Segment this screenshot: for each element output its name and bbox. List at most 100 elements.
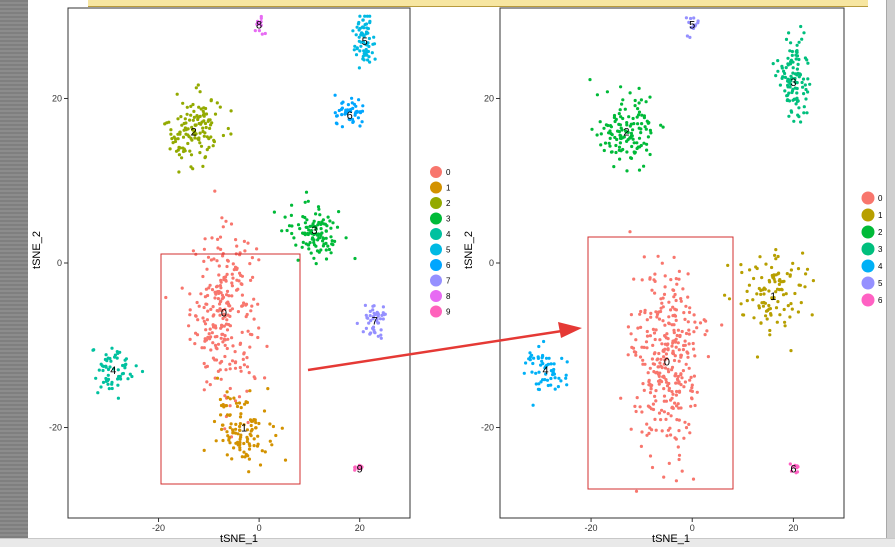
- cluster-7-point: [376, 334, 380, 338]
- cluster-1-point: [741, 313, 745, 317]
- cluster-0-point: [202, 388, 206, 392]
- cluster-7-point: [367, 321, 371, 325]
- legend-swatch: [861, 191, 875, 205]
- cluster-4-point: [112, 367, 116, 371]
- right-plot-panel: [499, 7, 845, 519]
- cluster-5-point: [367, 36, 371, 41]
- cluster-0-point: [213, 189, 217, 193]
- y-tick-label: -20: [481, 423, 494, 433]
- cluster-9-point: [353, 468, 357, 472]
- cluster-0-point: [673, 307, 677, 311]
- cluster-0-point: [245, 312, 249, 317]
- legend-swatch: [430, 212, 442, 225]
- cluster-0-point: [671, 392, 675, 396]
- cluster-0-point: [207, 286, 211, 290]
- cluster-0-point: [663, 334, 667, 338]
- x-tick-label: 20: [788, 523, 798, 533]
- cluster-4-point: [101, 380, 106, 384]
- cluster-4-point: [544, 356, 549, 360]
- cluster-7-point: [355, 321, 359, 325]
- cluster-1-point: [238, 440, 242, 445]
- cluster-2-point: [621, 98, 625, 102]
- cluster-2-point: [203, 131, 207, 135]
- cluster-3-point: [790, 89, 795, 93]
- cluster-0-point: [655, 312, 660, 316]
- cluster-1-point: [245, 400, 249, 405]
- cluster-2-point: [180, 156, 184, 160]
- cluster-0-point: [215, 259, 219, 263]
- cluster-2-point: [631, 116, 635, 121]
- cluster-2-point: [598, 120, 602, 124]
- cluster-0-point: [677, 429, 681, 433]
- cluster-2-point: [625, 123, 629, 127]
- cluster-2-point: [207, 137, 211, 141]
- cluster-3-point: [312, 219, 316, 223]
- cluster-3-point: [330, 239, 334, 243]
- cluster-0-point: [670, 390, 674, 394]
- cluster-0-point: [228, 367, 232, 371]
- cluster-0-point: [225, 264, 229, 269]
- cluster-0-point: [225, 346, 229, 351]
- cluster-4-point: [537, 382, 541, 386]
- legend-label: 7: [446, 277, 451, 286]
- cluster-2-point: [595, 93, 600, 97]
- cluster-0-point: [222, 278, 226, 282]
- cluster-0-point: [693, 403, 697, 408]
- legend-swatch: [861, 293, 875, 307]
- cluster-5-point: [689, 25, 693, 30]
- legend-label: 6: [446, 261, 451, 270]
- cluster-4-point: [540, 359, 544, 363]
- cluster-1-point: [221, 438, 225, 443]
- cluster-6-point: [346, 109, 350, 113]
- cluster-2-point: [603, 141, 608, 145]
- cluster-0-point: [239, 369, 243, 373]
- cluster-0-point: [250, 256, 254, 260]
- cluster-2-point: [636, 122, 640, 126]
- cluster-5-point: [364, 52, 368, 56]
- cluster-0-point: [223, 427, 227, 431]
- cluster-2-point: [193, 123, 197, 127]
- cluster-7-point: [372, 311, 376, 315]
- cluster-2-point: [185, 105, 189, 109]
- cluster-0-point: [216, 369, 220, 373]
- cluster-3-point: [805, 111, 809, 115]
- cluster-1-point: [764, 309, 769, 313]
- cluster-0-point: [241, 357, 245, 361]
- y-tick-label: 0: [489, 258, 494, 268]
- cluster-1-point: [810, 313, 814, 317]
- cluster-0-point: [223, 338, 227, 342]
- cluster-4-point: [110, 380, 114, 384]
- cluster-0-point: [201, 316, 205, 320]
- cluster-0-point: [228, 324, 232, 328]
- cluster-0-point: [641, 362, 645, 366]
- cluster-6-point: [335, 114, 339, 118]
- cluster-0-point: [648, 334, 653, 338]
- legend-label: 3: [878, 245, 883, 254]
- cluster-1-point: [226, 395, 230, 399]
- cluster-0-point: [213, 296, 217, 300]
- cluster-7-point: [374, 319, 379, 323]
- window-scrollbar[interactable]: [886, 0, 895, 540]
- cluster-0-point: [672, 288, 676, 292]
- cluster-2-point: [176, 117, 180, 121]
- cluster-7-point: [368, 309, 372, 313]
- cluster-3-point: [307, 243, 311, 247]
- cluster-6-point: [358, 124, 362, 128]
- legend-label: 8: [446, 292, 451, 301]
- cluster-4-point: [560, 356, 564, 360]
- cluster-3-point: [806, 61, 810, 65]
- cluster-1-point: [791, 261, 795, 265]
- cluster-3-point: [794, 81, 798, 85]
- legend-swatch: [430, 166, 442, 178]
- cluster-0-point: [213, 324, 217, 328]
- cluster-3-point: [776, 69, 780, 73]
- cluster-0-point: [661, 305, 665, 309]
- cluster-1-point: [238, 428, 242, 432]
- cluster-1-point: [233, 431, 238, 435]
- cluster-4-point: [134, 364, 138, 368]
- cluster-0-point: [683, 420, 687, 424]
- cluster-5-point: [693, 24, 697, 28]
- cluster-4-point: [531, 403, 535, 407]
- cluster-0-point: [692, 313, 696, 317]
- cluster-0-point: [634, 338, 638, 342]
